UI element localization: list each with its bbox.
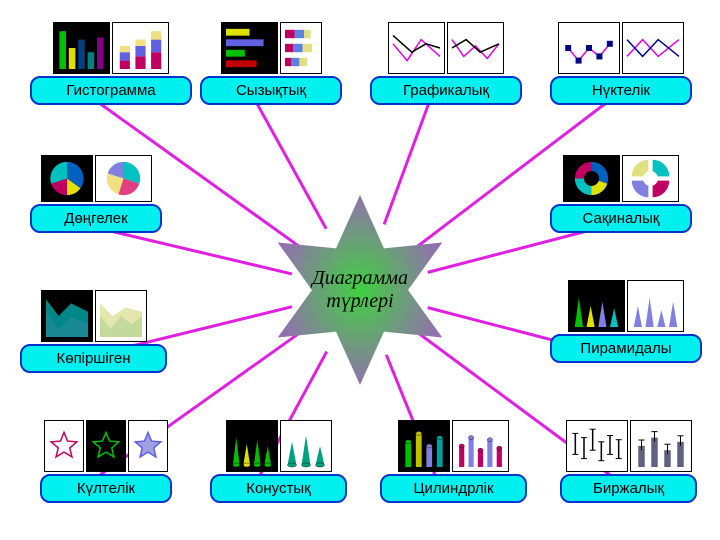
chart-type-area: Көпіршіген [20,290,167,373]
thumb-area-0 [41,290,93,342]
thumb-line-0 [221,22,278,74]
thumb-stock-1 [630,420,692,472]
label-point[interactable]: Нүктелік [550,76,692,105]
thumb-circle-1 [95,155,152,202]
thumb-cylinder-0 [398,420,450,472]
thumb-pyramid-0 [568,280,625,332]
label-graphic[interactable]: Графикалық [370,76,522,105]
thumb-ring-1 [622,155,679,202]
thumbs-cylinder [398,420,509,472]
label-area[interactable]: Көпіршіген [20,344,167,373]
chart-type-radar: Күлтелік [40,420,172,503]
thumb-graphic-1 [447,22,504,74]
thumb-radar-0 [44,420,84,472]
thumbs-histogram [53,22,169,74]
chart-type-ring: Сақиналық [550,155,692,233]
label-cone[interactable]: Конустық [210,474,347,503]
chart-type-graphic: Графикалық [370,22,522,105]
label-radar[interactable]: Күлтелік [40,474,172,503]
thumb-graphic-0 [388,22,445,74]
thumb-cylinder-1 [452,420,509,472]
chart-type-histogram: Гистограмма [30,22,192,105]
thumb-histogram-0 [53,22,110,74]
label-histogram[interactable]: Гистограмма [30,76,192,105]
thumbs-cone [226,420,332,472]
label-pyramid[interactable]: Пирамидалы [550,334,702,363]
chart-type-point: Нүктелік [550,22,692,105]
thumb-stock-0 [566,420,628,472]
thumbs-radar [44,420,168,472]
thumb-cone-1 [280,420,332,472]
thumb-point-1 [622,22,684,74]
thumbs-point [558,22,684,74]
center-title-line2: түрлері [326,290,393,312]
thumb-circle-0 [41,155,93,202]
chart-type-circle: Дөңгелек [30,155,162,233]
label-stock[interactable]: Биржалық [560,474,697,503]
chart-type-line: Сызықтық [200,22,342,105]
thumb-point-0 [558,22,620,74]
chart-type-cylinder: Цилиндрлік [380,420,527,503]
thumbs-graphic [388,22,504,74]
thumbs-circle [41,155,152,202]
chart-type-pyramid: Пирамидалы [550,280,702,363]
thumb-ring-0 [563,155,620,202]
chart-type-stock: Биржалық [560,420,697,503]
chart-type-cone: Конустық [210,420,347,503]
thumb-line-1 [280,22,322,74]
thumbs-pyramid [568,280,684,332]
thumbs-ring [563,155,679,202]
label-cylinder[interactable]: Цилиндрлік [380,474,527,503]
thumb-radar-1 [86,420,126,472]
thumbs-stock [566,420,692,472]
thumbs-area [41,290,147,342]
thumbs-line [221,22,322,74]
label-line[interactable]: Сызықтық [200,76,342,105]
center-title-line1: Диаграмма [312,267,408,289]
center-star: Диаграмма түрлері [260,190,460,390]
thumb-cone-0 [226,420,278,472]
thumb-histogram-1 [112,22,169,74]
thumb-radar-2 [128,420,168,472]
center-title: Диаграмма түрлері [312,267,408,313]
label-ring[interactable]: Сақиналық [550,204,692,233]
label-circle[interactable]: Дөңгелек [30,204,162,233]
thumb-pyramid-1 [627,280,684,332]
thumb-area-1 [95,290,147,342]
